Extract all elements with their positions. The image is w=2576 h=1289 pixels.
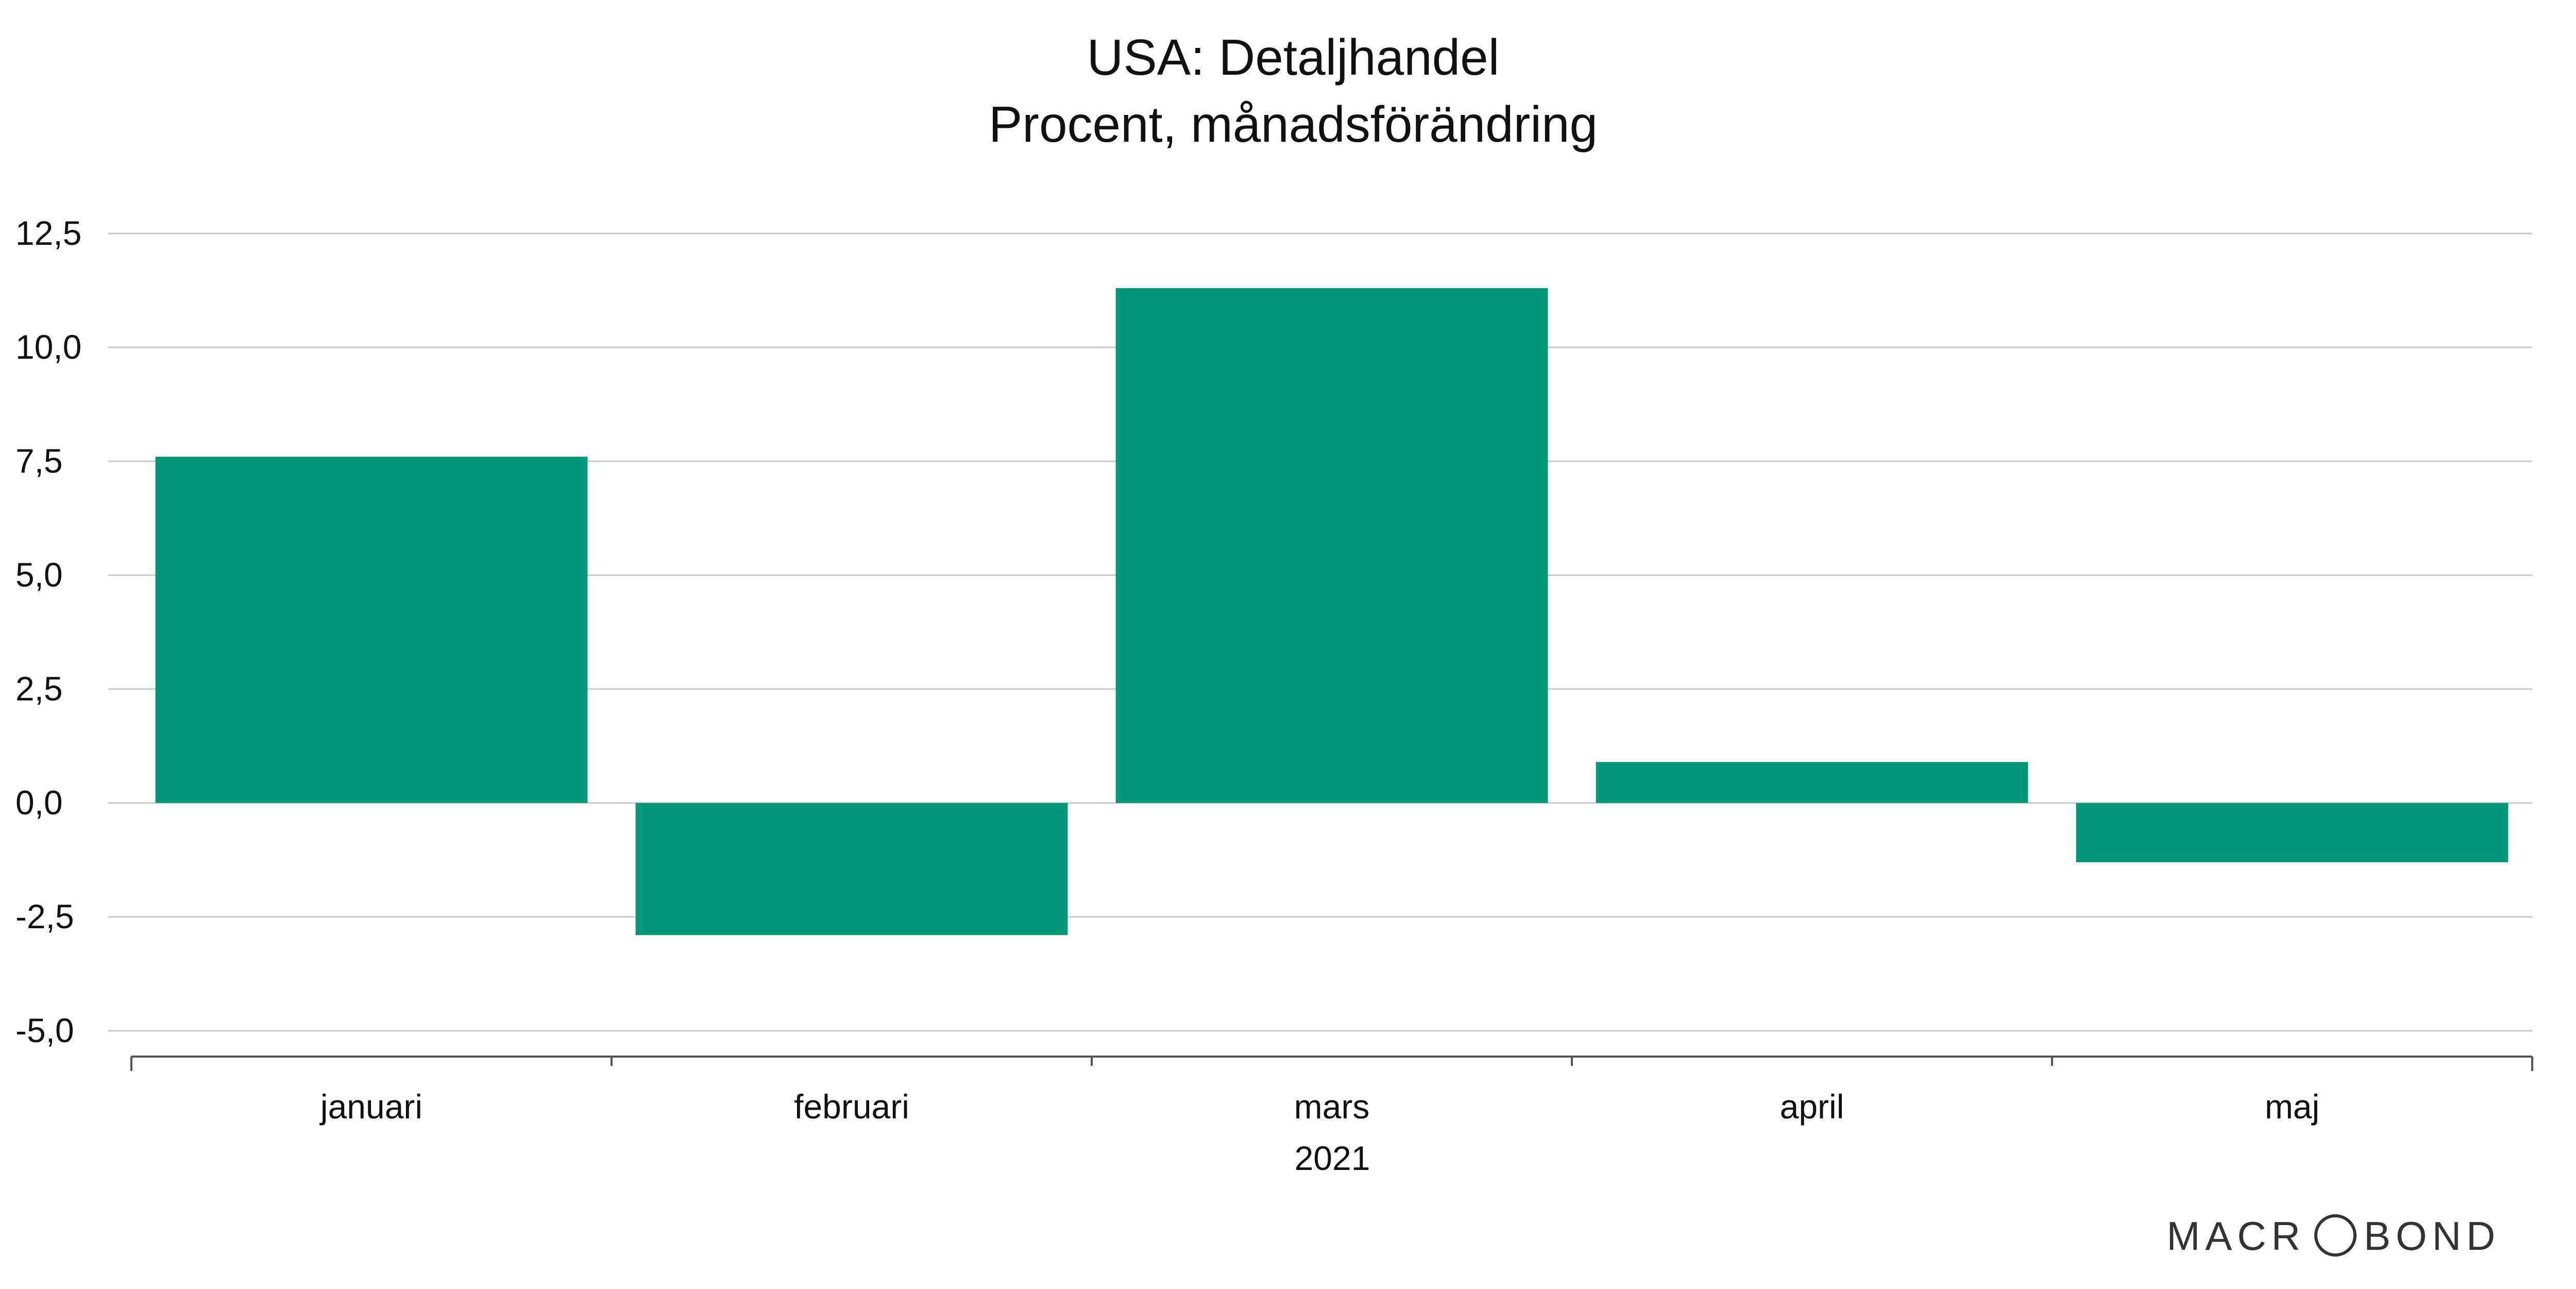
bar-maj bbox=[2076, 803, 2509, 862]
x-tick-label: april bbox=[1780, 1087, 1844, 1126]
logo-text-right: BOND bbox=[2364, 1213, 2500, 1259]
y-tick-label: -5,0 bbox=[15, 1011, 74, 1049]
macrobond-logo: MACR BOND bbox=[2166, 1213, 2500, 1259]
y-tick-label: 2,5 bbox=[15, 669, 63, 708]
bar-april bbox=[1596, 762, 2028, 803]
x-tick-label: mars bbox=[1294, 1087, 1370, 1126]
x-axis-year-label: 2021 bbox=[1295, 1139, 1370, 1177]
y-tick-label: 7,5 bbox=[15, 442, 63, 480]
y-tick-label: 10,0 bbox=[15, 328, 81, 366]
x-tick-label: januari bbox=[319, 1087, 422, 1126]
x-tick-label: maj bbox=[2265, 1087, 2319, 1126]
y-tick-label: -2,5 bbox=[15, 897, 74, 935]
logo-circle-icon bbox=[2314, 1214, 2357, 1257]
y-tick-label: 12,5 bbox=[15, 214, 81, 252]
bar-mars bbox=[1115, 288, 1548, 803]
x-axis-tick-labels: januari februari mars april maj bbox=[319, 1087, 2319, 1126]
chart-subtitle: Procent, månadsförändring bbox=[989, 96, 1598, 153]
bars bbox=[155, 288, 2509, 935]
logo-text-left: MACR bbox=[2166, 1213, 2306, 1259]
bar-januari bbox=[155, 457, 588, 803]
y-tick-label: 5,0 bbox=[15, 556, 63, 594]
y-tick-label: 0,0 bbox=[15, 783, 63, 822]
y-axis-tick-labels: -5,0 -2,5 0,0 2,5 5,0 7,5 10,0 12,5 bbox=[15, 214, 81, 1049]
x-axis bbox=[130, 1056, 2533, 1071]
bar-februari bbox=[635, 803, 1068, 935]
x-tick-label: februari bbox=[794, 1087, 909, 1126]
chart-title: USA: Detaljhandel bbox=[1087, 29, 1500, 86]
